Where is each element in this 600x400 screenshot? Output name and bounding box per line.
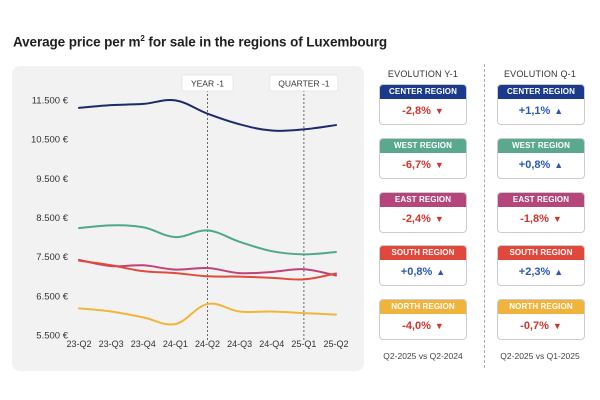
change-percent: -2,8% [402, 105, 431, 117]
change-value: -0,7% ▼ [498, 314, 584, 339]
y-tick-label: 9.500 € [36, 174, 68, 185]
change-value: +0,8% ▲ [380, 260, 466, 285]
evolution-q1-footer: Q2-2025 vs Q1-2025 [500, 351, 580, 361]
change-percent: +0,8% [400, 266, 433, 278]
triangle-up-icon: ▲ [554, 160, 564, 170]
series-line-2 [78, 224, 337, 256]
line-chart: 5.500 € 6.500 € 7.500 € 8.500 € 9.500 € 10.50… [31, 74, 349, 349]
y-tick-label: 8.500 € [36, 213, 68, 224]
series-line-5 [78, 302, 337, 326]
y-tick-label: 11.500 € [32, 96, 69, 107]
region-label: CENTER REGION [498, 85, 584, 99]
triangle-down-icon: ▼ [434, 160, 444, 170]
change-value: -2,8% ▼ [380, 99, 466, 124]
triangle-up-icon: ▲ [554, 267, 564, 277]
x-tick-label: 25-Q1 [291, 339, 316, 349]
evolution-q1-card-center: CENTER REGION +1,1% ▲ [497, 84, 585, 125]
x-tick-label: 24-Q1 [163, 339, 188, 349]
evolution-y1-card-north: NORTH REGION -4,0% ▼ [379, 299, 467, 340]
change-percent: -1,8% [520, 213, 549, 225]
evolution-q1-heading: EVOLUTION Q-1 [503, 69, 577, 79]
annotation-box [269, 74, 339, 92]
change-percent: +1,1% [518, 105, 551, 117]
line-chart-panel: 5.500 € 6.500 € 7.500 € 8.500 € 9.500 € 10.50… [12, 66, 364, 371]
evolution-y1-card-center: CENTER REGION -2,8% ▼ [379, 84, 467, 125]
change-value: -2,4% ▼ [380, 207, 466, 232]
evolution-q1-card-west: WEST REGION +0,8% ▲ [497, 138, 585, 179]
region-label: EAST REGION [498, 193, 584, 207]
change-value: +0,8% ▲ [498, 153, 584, 178]
x-tick-label: 24-Q3 [227, 339, 252, 349]
annotation-box [181, 74, 234, 92]
region-label: SOUTH REGION [380, 246, 466, 260]
x-tick-label: 23-Q2 [66, 339, 91, 349]
y-tick-label: 6.500 € [36, 291, 68, 302]
series-line-1 [78, 99, 337, 132]
change-percent: +0,8% [518, 159, 551, 171]
change-value: -6,7% ▼ [380, 153, 466, 178]
change-percent: -2,4% [402, 213, 431, 225]
triangle-down-icon: ▼ [434, 321, 444, 331]
y-tick-label: 7.500 € [36, 252, 68, 263]
triangle-down-icon: ▼ [434, 214, 444, 224]
region-label: NORTH REGION [380, 300, 466, 314]
triangle-up-icon: ▲ [436, 267, 446, 277]
y-tick-label: 5.500 € [36, 331, 68, 342]
triangle-down-icon: ▼ [552, 214, 562, 224]
region-label: WEST REGION [380, 139, 466, 153]
region-label: NORTH REGION [498, 300, 584, 314]
change-percent: -0,7% [520, 320, 549, 332]
x-tick-label: 24-Q2 [195, 339, 220, 349]
x-tick-label: 24-Q4 [259, 339, 284, 349]
chart-title: Average price per m2 for sale in the reg… [13, 34, 388, 50]
evolution-y1-card-east: EAST REGION -2,4% ▼ [379, 192, 467, 233]
region-label: WEST REGION [498, 139, 584, 153]
region-label: SOUTH REGION [498, 246, 584, 260]
change-percent: -4,0% [402, 320, 431, 332]
evolution-y1-footer: Q2-2025 vs Q2-2024 [383, 351, 463, 361]
x-tick-label: 23-Q3 [99, 339, 124, 349]
evolution-y1-card-west: WEST REGION -6,7% ▼ [379, 138, 467, 179]
change-value: +2,3% ▲ [498, 260, 584, 285]
change-value: +1,1% ▲ [498, 99, 584, 124]
x-tick-label: 25-Q2 [323, 339, 348, 349]
column-divider [484, 64, 485, 368]
change-percent: -6,7% [402, 159, 431, 171]
region-label: CENTER REGION [380, 85, 466, 99]
region-label: EAST REGION [380, 193, 466, 207]
y-tick-label: 10.500 € [31, 135, 69, 146]
change-value: -4,0% ▼ [380, 314, 466, 339]
evolution-y1-heading: EVOLUTION Y-1 [387, 69, 459, 79]
triangle-up-icon: ▲ [554, 106, 564, 116]
evolution-y1-card-south: SOUTH REGION +0,8% ▲ [379, 245, 467, 286]
change-value: -1,8% ▼ [498, 207, 584, 232]
annotation-label: QUARTER -1 [278, 79, 330, 89]
annotation-label: YEAR -1 [191, 79, 224, 89]
x-tick-label: 23-Q4 [131, 339, 156, 349]
series-line-4 [78, 259, 337, 281]
evolution-q1-card-east: EAST REGION -1,8% ▼ [497, 192, 585, 233]
change-percent: +2,3% [518, 266, 551, 278]
triangle-down-icon: ▼ [552, 321, 562, 331]
evolution-q1-card-north: NORTH REGION -0,7% ▼ [497, 299, 585, 340]
evolution-q1-card-south: SOUTH REGION +2,3% ▲ [497, 245, 585, 286]
triangle-down-icon: ▼ [434, 106, 444, 116]
